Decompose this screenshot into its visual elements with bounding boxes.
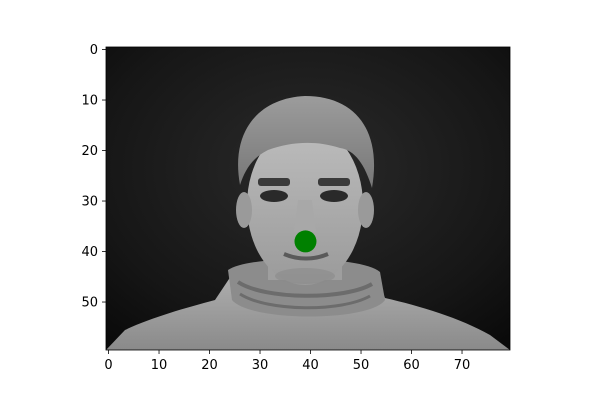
y-tick-label: 50 bbox=[81, 296, 98, 311]
x-tick-label: 40 bbox=[302, 358, 319, 373]
y-axis: 0 10 20 30 40 50 bbox=[81, 43, 106, 311]
x-axis: 0 10 20 30 40 50 60 70 bbox=[104, 350, 470, 373]
x-tick-label: 0 bbox=[104, 358, 112, 373]
face-image bbox=[106, 47, 510, 350]
x-tick-label: 50 bbox=[353, 358, 370, 373]
x-tick-label: 60 bbox=[403, 358, 420, 373]
y-tick-label: 10 bbox=[81, 94, 98, 109]
y-tick-label: 0 bbox=[90, 43, 98, 58]
scatter-points bbox=[294, 230, 317, 253]
x-tick-label: 20 bbox=[201, 358, 218, 373]
axes-frame bbox=[105, 46, 511, 351]
x-tick-label: 70 bbox=[454, 358, 471, 373]
y-tick-label: 20 bbox=[81, 144, 98, 159]
scatter-point bbox=[294, 230, 317, 253]
x-tick-label: 30 bbox=[252, 358, 269, 373]
x-tick-label: 10 bbox=[151, 358, 168, 373]
y-tick-label: 40 bbox=[81, 245, 98, 260]
y-tick-label: 30 bbox=[81, 195, 98, 210]
